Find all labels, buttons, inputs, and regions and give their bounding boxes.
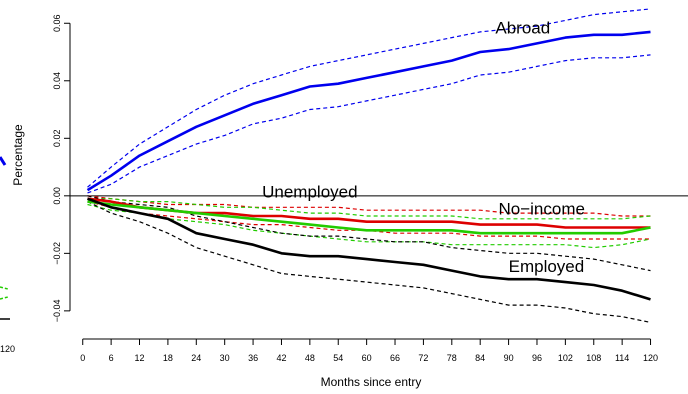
x-tick-label: 90 — [504, 353, 514, 363]
left-fragment-tick-label: 120 — [0, 344, 15, 354]
x-tick-label: 54 — [333, 353, 343, 363]
no-income-lower-band — [87, 203, 651, 249]
x-tick-label: 78 — [447, 353, 457, 363]
employed-lower-band — [87, 201, 651, 323]
series-annotation: Abroad — [495, 18, 550, 37]
y-tick-label: 0.04 — [52, 72, 62, 90]
x-tick-label: 84 — [475, 353, 485, 363]
x-tick-label: 72 — [418, 353, 428, 363]
abroad-upper-band — [87, 8, 651, 188]
y-tick-label: 0.06 — [52, 14, 62, 32]
unemployed-upper-band — [87, 195, 651, 217]
abroad-line — [86, 30, 651, 192]
series-annotation: Unemployed — [262, 182, 357, 201]
x-tick-label: 0 — [80, 353, 85, 363]
x-tick-label: 18 — [163, 353, 173, 363]
x-tick-label: 42 — [276, 353, 286, 363]
series-annotation: No−income — [498, 200, 584, 219]
x-tick-label: 96 — [532, 353, 542, 363]
y-tick-label: 0.00 — [52, 187, 62, 205]
axes: 0 6 12 18 24 30 36 42 48 54 60 66 72 78 84 90 96 102 108 11… — [52, 14, 688, 363]
left-panel-fragment: 120 — [0, 156, 15, 354]
x-tick-label: 24 — [191, 353, 201, 363]
x-tick-label: 114 — [615, 353, 629, 363]
x-tick-label: 102 — [558, 353, 573, 363]
x-tick-label: 120 — [643, 353, 658, 363]
y-tick-label: 0.02 — [52, 130, 62, 148]
left-fragment-green-mark — [0, 296, 9, 300]
x-tick-label: 6 — [109, 353, 114, 363]
no-income-line — [87, 200, 651, 235]
x-tick-label: 36 — [248, 353, 258, 363]
x-tick-label: 30 — [220, 353, 230, 363]
employed-line — [87, 197, 651, 301]
left-fragment-blue-mark — [0, 156, 7, 166]
x-tick-label: 60 — [362, 353, 372, 363]
no-income-upper-band — [87, 198, 651, 220]
abroad-lower-band — [87, 54, 651, 194]
series-lines — [86, 30, 651, 301]
annotations: Abroad Unemployed No−income Employed — [262, 18, 585, 276]
y-axis-label: Percentage — [11, 124, 25, 186]
left-fragment-green-mark — [0, 286, 9, 290]
y-tick-label: −0.04 — [52, 299, 62, 322]
x-tick-label: 66 — [390, 353, 400, 363]
y-tick-label: −0.02 — [52, 242, 62, 265]
x-tick-label: 48 — [305, 353, 315, 363]
x-tick-label: 108 — [586, 353, 601, 363]
series-annotation: Employed — [509, 257, 585, 276]
x-axis-label: Months since entry — [321, 375, 422, 389]
x-tick-label: 12 — [135, 353, 145, 363]
